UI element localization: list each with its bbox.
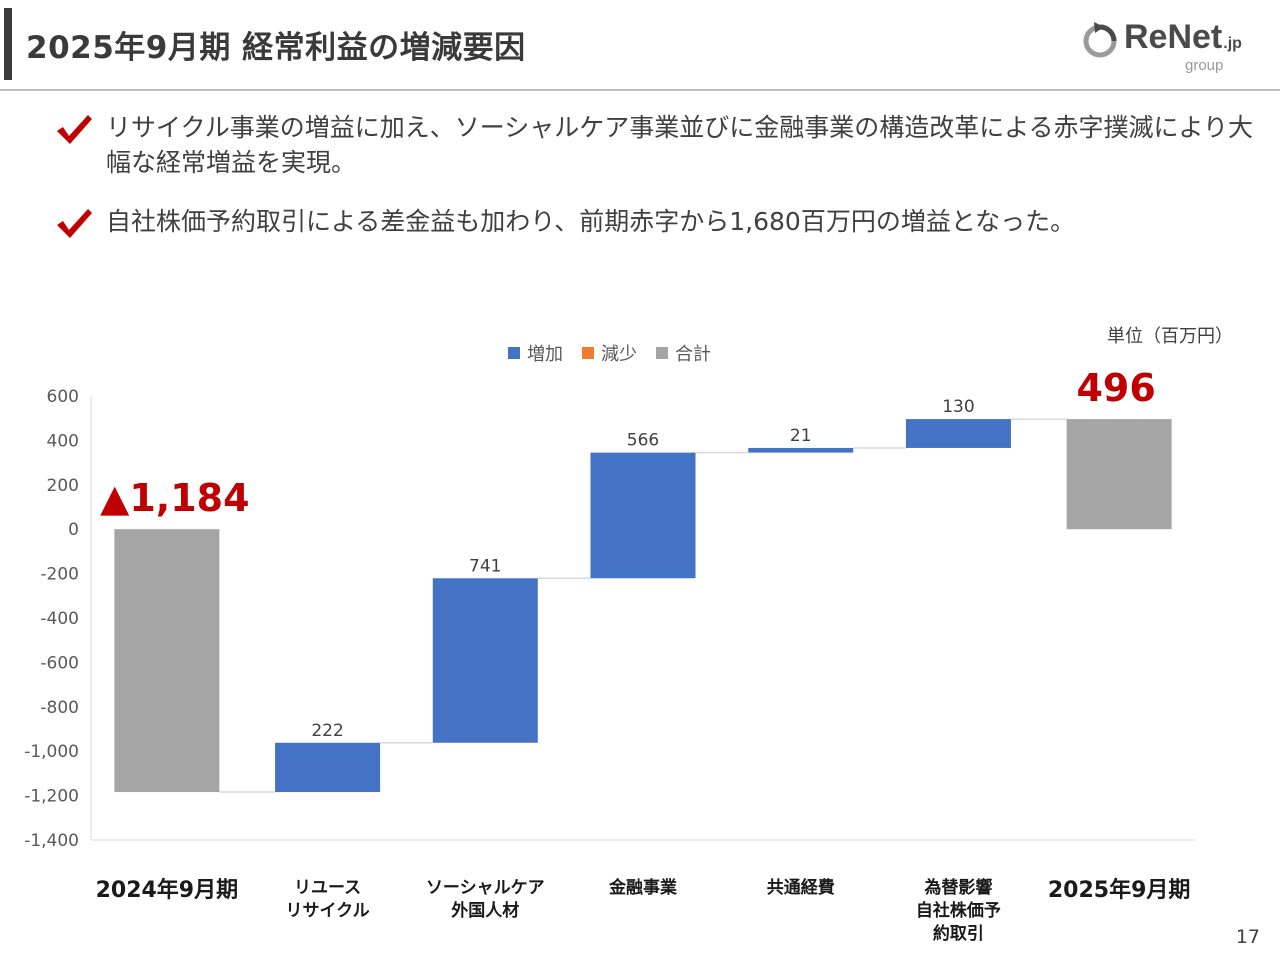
y-tick-label: 200 [47, 476, 79, 496]
bullet-text: リサイクル事業の増益に加え、ソーシャルケア事業並びに金融事業の構造改革による赤字… [106, 113, 1254, 177]
increase-bar [275, 742, 381, 793]
page-title: 2025年9月期 経常利益の増減要因 [26, 30, 526, 66]
logo-circular-arrow-icon [1083, 22, 1117, 58]
category-label: 2024年9月期 [96, 877, 239, 903]
bar-data-label: 130 [942, 397, 974, 417]
legend-label: 減少 [601, 344, 637, 365]
y-tick-label: -400 [40, 609, 79, 629]
logo-suffix: .jp [1223, 35, 1242, 52]
title-divider [0, 89, 1280, 91]
category-label: 為替影響 [924, 877, 992, 898]
legend-label: 合計 [675, 344, 711, 365]
category-label: 外国人材 [451, 900, 519, 921]
title-bar: 2025年9月期 経常利益の増減要因 ReNet.jp group [0, 0, 1280, 92]
y-tick-label: -1,400 [24, 831, 79, 851]
increase-bar [905, 419, 1011, 448]
y-tick-label: -800 [40, 698, 79, 718]
y-tick-label: 600 [47, 387, 79, 407]
total-data-label: ▲1,184 [100, 476, 249, 520]
y-tick-label: -600 [40, 653, 79, 673]
category-label: リサイクル [285, 901, 369, 921]
category-label: 金融事業 [608, 877, 677, 898]
bar-data-label: 566 [627, 431, 659, 451]
category-label: 共通経費 [767, 877, 835, 898]
page-number: 17 [1235, 926, 1260, 948]
logo-name: ReNet [1124, 18, 1223, 56]
legend-swatch [656, 347, 668, 359]
bar-data-label: 741 [469, 556, 501, 576]
legend-label: 増加 [527, 344, 563, 365]
checkmark-icon [57, 115, 92, 144]
bullet-text: 自社株価予約取引による差金益も加わり、前期赤字から1,680百万円の増益となった… [106, 207, 1076, 236]
increase-bar [590, 452, 696, 579]
category-label: 約取引 [933, 923, 984, 944]
y-tick-label: -200 [40, 565, 79, 585]
bullet-item: リサイクル事業の増益に加え、ソーシャルケア事業並びに金融事業の構造改革による赤字… [54, 110, 1254, 182]
y-tick-label: -1,200 [24, 787, 79, 807]
bar-data-label: 21 [790, 426, 812, 446]
renet-logo: ReNet.jp group [1080, 18, 1260, 76]
increase-bar [748, 447, 854, 453]
total-bar [1066, 419, 1172, 530]
increase-bar [432, 578, 538, 743]
bullet-item: 自社株価予約取引による差金益も加わり、前期赤字から1,680百万円の増益となった… [54, 204, 1254, 244]
legend-swatch [508, 347, 520, 359]
total-data-label: 496 [1076, 366, 1155, 410]
logo-sub: group [1185, 57, 1224, 74]
y-tick-label: -1,000 [24, 742, 79, 762]
legend-swatch [582, 347, 594, 359]
total-bar [114, 529, 220, 793]
category-label: ソーシャルケア [426, 878, 545, 898]
category-label: 2025年9月期 [1048, 877, 1191, 903]
y-tick-label: 0 [68, 520, 79, 540]
unit-label: 単位（百万円） [1107, 326, 1233, 347]
category-label: リユース [294, 878, 361, 898]
title-accent-bar [4, 8, 12, 80]
category-label: 自社株価予 [916, 900, 1001, 921]
bar-data-label: 222 [311, 721, 343, 741]
checkmark-icon [57, 209, 92, 238]
y-tick-label: 400 [47, 431, 79, 451]
logo-wordmark: ReNet.jp [1124, 18, 1242, 57]
